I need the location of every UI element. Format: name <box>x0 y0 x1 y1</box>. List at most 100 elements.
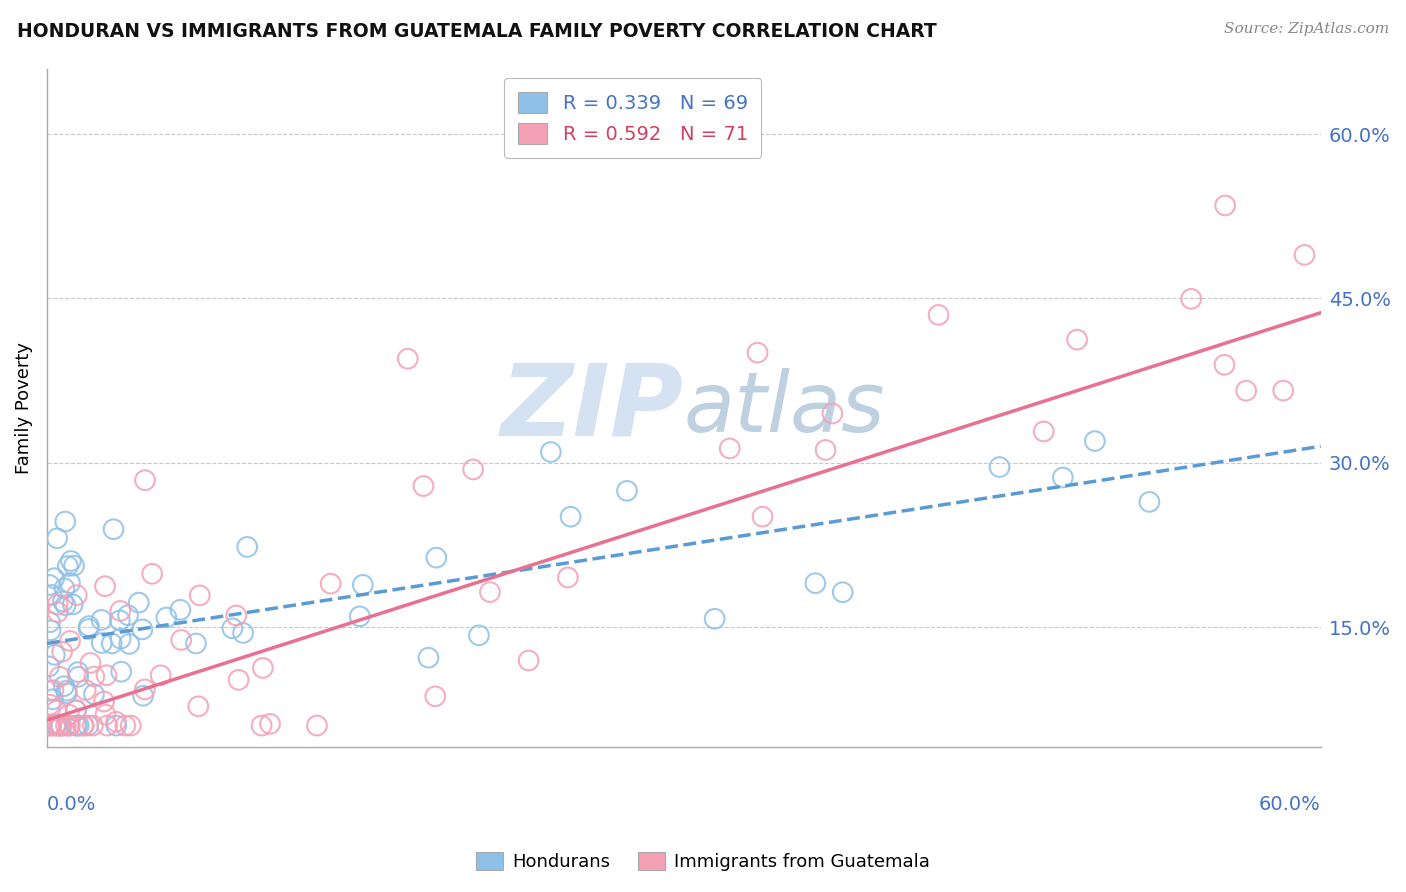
Legend: Hondurans, Immigrants from Guatemala: Hondurans, Immigrants from Guatemala <box>470 845 936 879</box>
Point <box>232 626 254 640</box>
Point <box>228 673 250 687</box>
Point <box>1180 292 1202 306</box>
Point <box>90 636 112 650</box>
Point <box>110 632 132 646</box>
Point <box>1032 425 1054 439</box>
Point <box>319 576 342 591</box>
Point <box>463 462 485 476</box>
Point <box>59 634 82 648</box>
Point <box>141 566 163 581</box>
Point <box>73 718 96 732</box>
Point <box>110 665 132 679</box>
Point <box>110 604 132 618</box>
Point <box>44 718 66 732</box>
Point <box>425 550 447 565</box>
Point <box>96 668 118 682</box>
Point <box>412 479 434 493</box>
Text: atlas: atlas <box>683 368 886 449</box>
Point <box>1213 358 1236 372</box>
Point <box>184 636 207 650</box>
Text: Source: ZipAtlas.com: Source: ZipAtlas.com <box>1223 22 1389 37</box>
Point <box>821 407 844 421</box>
Point <box>77 622 100 636</box>
Point <box>616 483 638 498</box>
Point <box>221 621 243 635</box>
Point <box>58 707 80 722</box>
Point <box>557 570 579 584</box>
Point <box>45 717 67 731</box>
Point <box>747 345 769 359</box>
Point <box>39 718 62 732</box>
Point <box>1234 384 1257 398</box>
Point <box>118 637 141 651</box>
Point <box>259 717 281 731</box>
Point <box>66 588 89 602</box>
Point <box>1272 384 1295 398</box>
Point <box>396 351 419 366</box>
Point <box>42 683 65 698</box>
Point <box>49 718 72 732</box>
Point <box>72 718 94 732</box>
Point <box>188 588 211 602</box>
Point <box>38 659 60 673</box>
Point <box>236 540 259 554</box>
Point <box>39 718 62 732</box>
Point <box>58 718 80 732</box>
Point <box>46 531 69 545</box>
Point <box>305 718 328 732</box>
Point <box>114 718 136 732</box>
Point <box>59 576 82 591</box>
Point <box>65 703 87 717</box>
Point <box>55 718 77 732</box>
Point <box>751 509 773 524</box>
Point <box>46 605 69 619</box>
Point <box>814 442 837 457</box>
Point <box>988 460 1011 475</box>
Point <box>131 623 153 637</box>
Point <box>1052 470 1074 484</box>
Point <box>128 596 150 610</box>
Point <box>79 656 101 670</box>
Point <box>252 661 274 675</box>
Point <box>170 632 193 647</box>
Point <box>1084 434 1107 448</box>
Point <box>94 579 117 593</box>
Point <box>39 615 62 630</box>
Point <box>83 687 105 701</box>
Point <box>44 571 66 585</box>
Point <box>155 610 177 624</box>
Point <box>225 608 247 623</box>
Text: ZIP: ZIP <box>501 359 683 457</box>
Point <box>425 690 447 704</box>
Point <box>187 699 209 714</box>
Point <box>39 698 62 712</box>
Point <box>250 718 273 732</box>
Point <box>38 718 60 732</box>
Point <box>105 714 128 729</box>
Point <box>62 598 84 612</box>
Point <box>75 683 97 698</box>
Point <box>831 585 853 599</box>
Point <box>90 613 112 627</box>
Point <box>418 650 440 665</box>
Point <box>63 558 86 573</box>
Point <box>46 598 69 612</box>
Point <box>45 704 67 718</box>
Point <box>132 689 155 703</box>
Point <box>55 599 77 613</box>
Point <box>149 668 172 682</box>
Point <box>83 669 105 683</box>
Point <box>77 718 100 732</box>
Point <box>103 522 125 536</box>
Point <box>41 588 63 602</box>
Point <box>96 718 118 732</box>
Point <box>53 582 76 596</box>
Point <box>478 585 501 599</box>
Point <box>48 670 70 684</box>
Point <box>65 703 87 717</box>
Y-axis label: Family Poverty: Family Poverty <box>15 342 32 474</box>
Point <box>51 718 73 732</box>
Text: 60.0%: 60.0% <box>1258 795 1320 814</box>
Point <box>517 653 540 667</box>
Point <box>349 609 371 624</box>
